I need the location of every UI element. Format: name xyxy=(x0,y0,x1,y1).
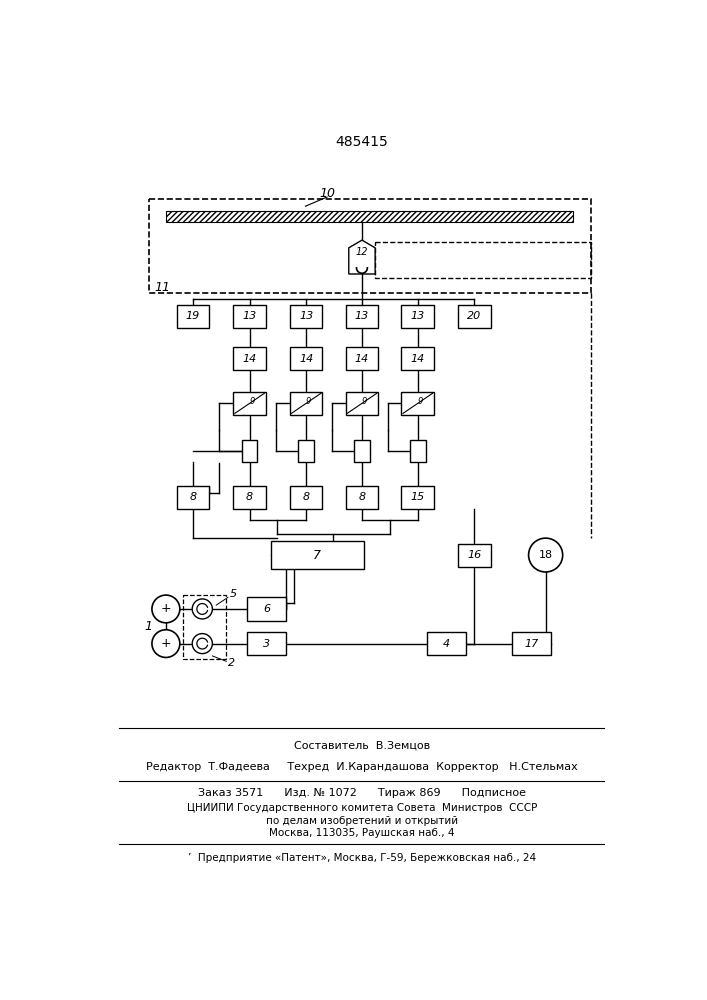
Text: Москва, 113035, Раушская наб., 4: Москва, 113035, Раушская наб., 4 xyxy=(269,828,455,838)
Bar xyxy=(247,597,286,620)
Bar xyxy=(458,305,491,328)
Bar xyxy=(271,541,363,569)
Text: Редактор  Т.Фадеева     Техред  И.Карандашова  Корректор   Н.Стельмах: Редактор Т.Фадеева Техред И.Карандашова … xyxy=(146,762,578,772)
Text: 2: 2 xyxy=(228,658,235,668)
Text: +: + xyxy=(160,637,171,650)
Bar xyxy=(402,486,434,509)
Bar xyxy=(290,392,322,415)
Bar xyxy=(177,305,209,328)
Text: 12: 12 xyxy=(356,247,368,257)
Circle shape xyxy=(529,538,563,572)
Text: 6: 6 xyxy=(263,604,270,614)
Text: 10: 10 xyxy=(319,187,335,200)
Bar xyxy=(375,242,590,278)
Text: 17: 17 xyxy=(525,639,539,649)
Text: ’  Предприятие «Патент», Москва, Г-59, Бережковская наб., 24: ’ Предприятие «Патент», Москва, Г-59, Бе… xyxy=(188,853,536,863)
Bar xyxy=(290,305,322,328)
Text: 14: 14 xyxy=(411,354,425,364)
Text: 5: 5 xyxy=(230,589,238,599)
Bar xyxy=(233,347,266,370)
Text: 8: 8 xyxy=(358,492,366,502)
Bar xyxy=(346,486,378,509)
Polygon shape xyxy=(349,240,375,274)
Text: 14: 14 xyxy=(355,354,369,364)
Bar xyxy=(427,632,466,655)
Text: 19: 19 xyxy=(186,311,200,321)
Text: 14: 14 xyxy=(243,354,257,364)
Text: 9: 9 xyxy=(361,397,367,406)
Bar xyxy=(149,199,590,293)
Bar xyxy=(346,392,378,415)
Text: Составитель  В.Земцов: Составитель В.Земцов xyxy=(294,740,430,750)
Text: 15: 15 xyxy=(411,492,425,502)
Bar xyxy=(177,486,209,509)
Bar xyxy=(346,305,378,328)
Text: 13: 13 xyxy=(355,311,369,321)
Bar xyxy=(402,347,434,370)
Text: 14: 14 xyxy=(299,354,313,364)
Bar xyxy=(298,440,314,462)
Circle shape xyxy=(152,630,180,657)
Bar xyxy=(242,440,257,462)
Text: 13: 13 xyxy=(299,311,313,321)
Text: 18: 18 xyxy=(539,550,553,560)
Text: 8: 8 xyxy=(303,492,310,502)
Bar xyxy=(233,305,266,328)
Circle shape xyxy=(192,634,212,654)
Bar xyxy=(247,632,286,655)
Text: 16: 16 xyxy=(467,550,481,560)
Text: 13: 13 xyxy=(243,311,257,321)
Bar xyxy=(354,440,370,462)
Text: 20: 20 xyxy=(467,311,481,321)
Text: ЦНИИПИ Государственного комитета Совета  Министров  СССР: ЦНИИПИ Государственного комитета Совета … xyxy=(187,803,537,813)
Bar xyxy=(290,486,322,509)
Bar xyxy=(402,305,434,328)
Text: Заказ 3571      Изд. № 1072      Тираж 869      Подписное: Заказ 3571 Изд. № 1072 Тираж 869 Подписн… xyxy=(198,788,526,798)
Bar xyxy=(233,392,266,415)
Text: 4: 4 xyxy=(443,639,450,649)
Text: 9: 9 xyxy=(417,397,423,406)
Bar xyxy=(166,211,573,222)
Text: 8: 8 xyxy=(189,492,197,502)
Circle shape xyxy=(192,599,212,619)
Text: 485415: 485415 xyxy=(336,135,388,149)
Text: 13: 13 xyxy=(411,311,425,321)
Text: по делам изобретений и открытий: по делам изобретений и открытий xyxy=(266,816,458,826)
Text: 7: 7 xyxy=(313,549,321,562)
Circle shape xyxy=(152,595,180,623)
Bar xyxy=(290,347,322,370)
Bar xyxy=(402,392,434,415)
Text: 11: 11 xyxy=(154,281,170,294)
Bar xyxy=(346,347,378,370)
Bar xyxy=(183,595,226,659)
Text: 1: 1 xyxy=(145,620,153,633)
Text: 8: 8 xyxy=(246,492,253,502)
Bar xyxy=(513,632,551,655)
Bar xyxy=(233,486,266,509)
Text: 9: 9 xyxy=(249,397,255,406)
Text: +: + xyxy=(160,602,171,615)
Bar xyxy=(410,440,426,462)
Bar xyxy=(458,544,491,567)
Text: 9: 9 xyxy=(306,397,311,406)
Text: 3: 3 xyxy=(263,639,270,649)
